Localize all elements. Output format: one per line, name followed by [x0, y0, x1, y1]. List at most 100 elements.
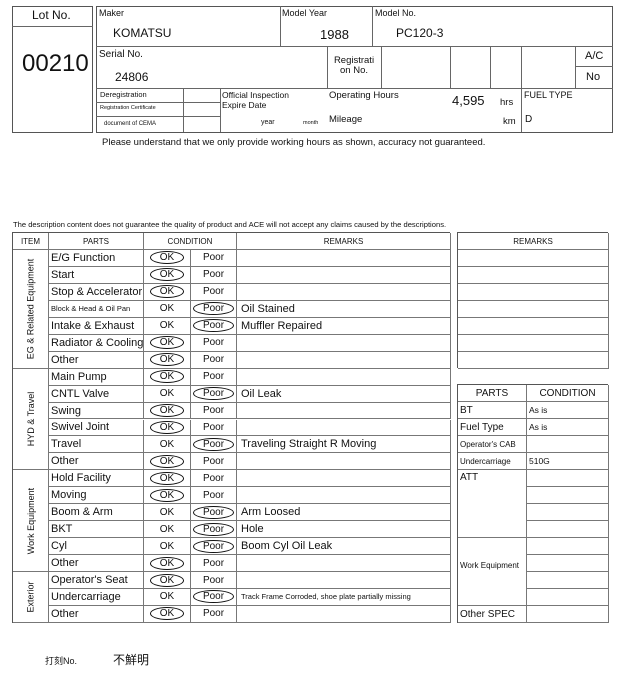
condition-ok-cell[interactable]: OK	[144, 351, 191, 369]
condition-poor-cell[interactable]: Poor	[191, 368, 237, 386]
spec-value-cell[interactable]	[527, 572, 609, 589]
side-remarks-row[interactable]	[458, 250, 609, 267]
condition-ok-cell[interactable]: OK	[144, 419, 191, 437]
item-group-label: HYD & Travel	[25, 391, 36, 447]
remarks-cell[interactable]	[237, 605, 451, 623]
remarks-cell[interactable]: Traveling Straight R Moving	[237, 436, 451, 454]
remarks-cell[interactable]	[237, 487, 451, 505]
remarks-cell[interactable]	[237, 351, 451, 369]
remarks-cell[interactable]: Boom Cyl Oil Leak	[237, 538, 451, 556]
condition-ok-cell[interactable]: OK	[144, 283, 191, 301]
condition-poor-cell[interactable]: Poor	[191, 521, 237, 539]
spec-value-cell[interactable]	[527, 470, 609, 487]
remarks-cell[interactable]	[237, 555, 451, 573]
condition-poor-cell[interactable]: Poor	[191, 589, 237, 606]
condition-poor-cell[interactable]: Poor	[191, 419, 237, 437]
part-name: Other	[49, 555, 144, 573]
part-name: Moving	[49, 487, 144, 505]
remarks-cell[interactable]: Hole	[237, 521, 451, 539]
remarks-cell[interactable]	[237, 419, 451, 437]
condition-ok-cell[interactable]: OK	[144, 538, 191, 556]
condition-poor-cell[interactable]: Poor	[191, 266, 237, 284]
spec-value-cell[interactable]	[527, 555, 609, 572]
remarks-cell[interactable]	[237, 334, 451, 352]
divider	[521, 46, 522, 132]
condition-ok-cell[interactable]: OK	[144, 385, 191, 403]
remarks-cell[interactable]	[237, 470, 451, 488]
condition-ok-cell[interactable]: OK	[144, 402, 191, 420]
remarks-cell[interactable]	[237, 283, 451, 301]
remarks-cell[interactable]	[237, 368, 451, 386]
condition-ok-cell[interactable]: OK	[144, 453, 191, 471]
condition-poor-cell[interactable]: Poor	[191, 250, 237, 267]
condition-ok-cell[interactable]: OK	[144, 317, 191, 335]
condition-ok-cell[interactable]: OK	[144, 605, 191, 623]
spec-other-value[interactable]	[527, 606, 609, 623]
side-remarks-row[interactable]	[458, 335, 609, 352]
condition-ok-cell[interactable]: OK	[144, 487, 191, 505]
remarks-cell[interactable]: Oil Leak	[237, 385, 451, 403]
condition-ok-cell[interactable]: OK	[144, 368, 191, 386]
remarks-cell[interactable]	[237, 250, 451, 267]
deregistration-label: Deregistration	[100, 90, 147, 99]
condition-poor-cell[interactable]: Poor	[191, 470, 237, 488]
spec-condition[interactable]	[527, 436, 609, 453]
condition-ok-cell[interactable]: OK	[144, 555, 191, 573]
remarks-cell[interactable]: Muffler Repaired	[237, 317, 451, 335]
condition-ok: OK	[159, 388, 175, 400]
remarks-cell[interactable]	[237, 266, 451, 284]
condition-poor-cell[interactable]: Poor	[191, 436, 237, 454]
spec-value-cell[interactable]	[527, 589, 609, 606]
condition-poor-cell[interactable]: Poor	[191, 385, 237, 403]
condition-poor-cell[interactable]: Poor	[191, 402, 237, 420]
condition-ok-cell[interactable]: OK	[144, 504, 191, 522]
spec-value-cell[interactable]	[527, 521, 609, 538]
condition-ok-cell[interactable]: OK	[144, 572, 191, 589]
spec-condition[interactable]: As is	[527, 419, 609, 436]
remarks-cell[interactable]	[237, 453, 451, 471]
condition-ok-cell[interactable]: OK	[144, 300, 191, 318]
condition-poor-cell[interactable]: Poor	[191, 555, 237, 573]
side-remarks-row[interactable]	[458, 301, 609, 318]
condition-poor-cell[interactable]: Poor	[191, 283, 237, 301]
side-remarks-row[interactable]	[458, 352, 609, 369]
condition-poor-circled: Poor	[192, 522, 235, 536]
remarks-cell[interactable]	[237, 572, 451, 589]
side-remarks-row[interactable]	[458, 284, 609, 301]
condition-ok-cell[interactable]: OK	[144, 266, 191, 284]
condition-poor: Poor	[202, 269, 225, 281]
condition-ok-cell[interactable]: OK	[144, 436, 191, 454]
condition-ok-cell[interactable]: OK	[144, 250, 191, 267]
remarks-cell[interactable]	[237, 402, 451, 420]
condition-poor-cell[interactable]: Poor	[191, 300, 237, 318]
item-group: Exterior	[13, 572, 49, 623]
condition-poor-cell[interactable]: Poor	[191, 317, 237, 335]
condition-poor-cell[interactable]: Poor	[191, 572, 237, 589]
condition-ok-cell[interactable]: OK	[144, 334, 191, 352]
spec-value-cell[interactable]	[527, 487, 609, 504]
condition-poor-cell[interactable]: Poor	[191, 538, 237, 556]
condition-poor-cell[interactable]: Poor	[191, 605, 237, 623]
part-name: Cyl	[49, 538, 144, 556]
condition-poor-cell[interactable]: Poor	[191, 334, 237, 352]
spec-value-cell[interactable]	[527, 504, 609, 521]
condition-ok-cell[interactable]: OK	[144, 521, 191, 539]
side-remarks-row[interactable]	[458, 318, 609, 335]
spec-condition[interactable]: 510G	[527, 453, 609, 470]
remarks-cell[interactable]: Arm Loosed	[237, 504, 451, 522]
model-year-label: Model Year	[282, 8, 328, 18]
condition-poor-cell[interactable]: Poor	[191, 351, 237, 369]
spec-condition[interactable]: As is	[527, 402, 609, 419]
side-remarks-row[interactable]	[458, 267, 609, 284]
condition-poor-cell[interactable]: Poor	[191, 453, 237, 471]
spec-value-cell[interactable]	[527, 538, 609, 555]
condition-poor: Poor	[202, 489, 225, 501]
condition-ok-cell[interactable]: OK	[144, 470, 191, 488]
condition-poor-cell[interactable]: Poor	[191, 487, 237, 505]
condition-ok-circled: OK	[149, 251, 185, 265]
mileage-label: Mileage	[329, 114, 363, 125]
condition-ok-cell[interactable]: OK	[144, 589, 191, 606]
remarks-cell[interactable]: Track Frame Corroded, shoe plate partial…	[237, 589, 451, 606]
condition-poor-cell[interactable]: Poor	[191, 504, 237, 522]
remarks-cell[interactable]: Oil Stained	[237, 300, 451, 318]
